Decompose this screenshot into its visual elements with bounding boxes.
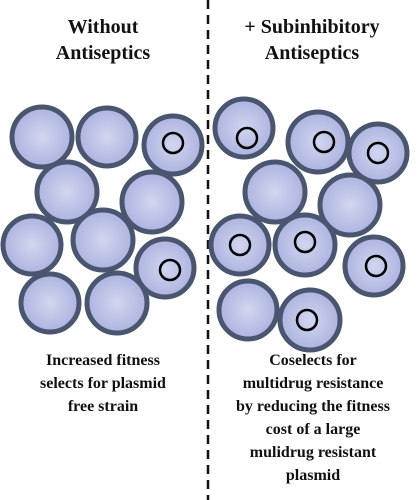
left-caption: free strain	[68, 398, 138, 415]
left-title: Without	[68, 16, 139, 38]
left-title: Antiseptics	[56, 42, 151, 64]
left-cells	[0, 104, 205, 336]
left-caption: Increased fitness	[46, 352, 160, 369]
right-caption: plasmid	[286, 467, 340, 484]
right-caption: Coselects for	[269, 352, 357, 369]
right-caption: mulidrug resistant	[250, 444, 377, 461]
right-cells	[208, 96, 410, 353]
right-title: Antiseptics	[265, 42, 360, 64]
right-caption: cost of a large	[266, 421, 361, 438]
right-caption: by reducing the fitness	[236, 398, 390, 415]
left-caption: selects for plasmid	[40, 375, 166, 392]
right-title: + Subinhibitory	[244, 16, 379, 38]
right-caption: multidrug resistance	[243, 375, 384, 392]
